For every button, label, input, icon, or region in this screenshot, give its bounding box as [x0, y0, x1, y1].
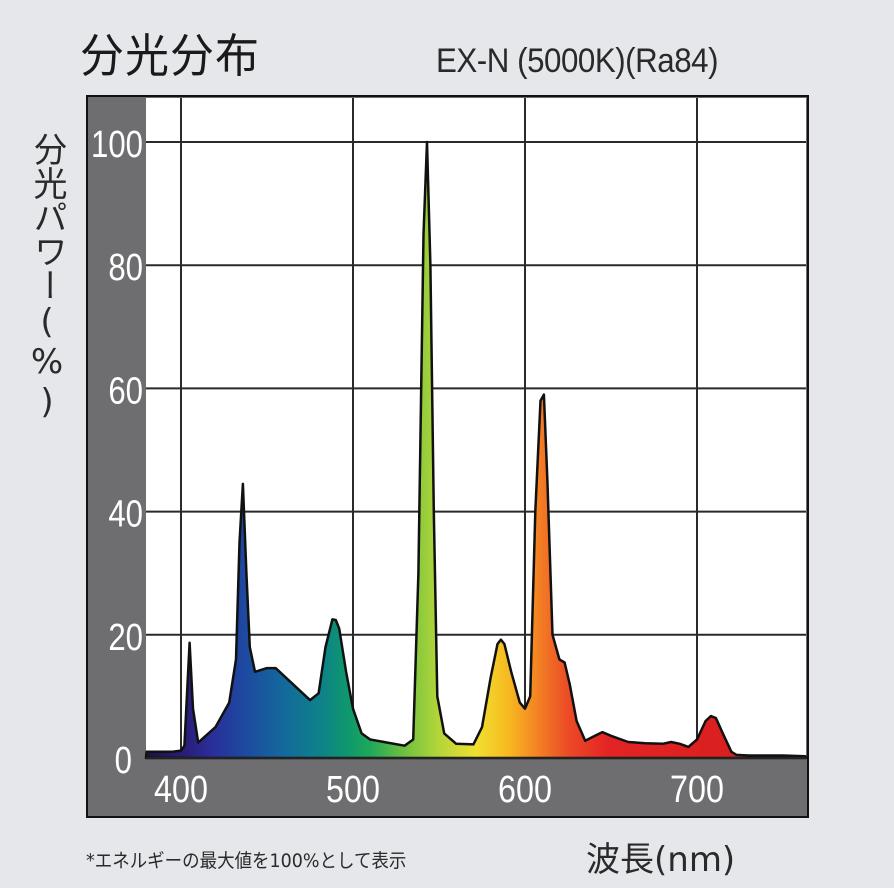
x-tick-labels: 400 500 600 700	[154, 769, 724, 811]
y-tick-100: 100	[91, 124, 143, 166]
x-tick-600: 600	[498, 769, 552, 811]
x-tick-500: 500	[326, 769, 380, 811]
y-tick-60: 60	[108, 371, 143, 413]
y-tick-40: 40	[108, 494, 143, 536]
chart-title: 分光分布	[80, 29, 260, 84]
y-tick-20: 20	[108, 617, 143, 659]
y-axis-label: 分光パワー(%)	[27, 132, 67, 422]
grid-lines	[146, 98, 806, 758]
y-tick-0: 0	[115, 740, 132, 782]
y-tick-labels: 0 20 40 60 80 100	[91, 124, 143, 782]
chart-subtitle: EX-N (5000K)(Ra84)	[436, 42, 719, 80]
y-tick-80: 80	[108, 247, 143, 289]
x-tick-700: 700	[670, 769, 724, 811]
x-axis-label: 波長(nm)	[586, 840, 736, 880]
x-tick-400: 400	[154, 769, 208, 811]
footnote: *エネルギーの最大値を100%として表示	[86, 850, 407, 872]
spectrum-area	[144, 140, 808, 760]
